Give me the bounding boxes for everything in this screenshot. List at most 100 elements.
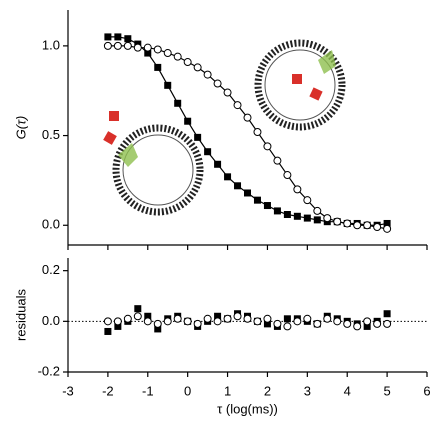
square-point: [383, 310, 391, 318]
circle-point: [153, 319, 162, 328]
square-point: [253, 196, 261, 204]
square-point: [283, 211, 291, 219]
fit-line: [107, 45, 388, 230]
x-tick-label: -3: [62, 383, 74, 398]
circle-point: [243, 113, 252, 122]
circle-point: [363, 317, 372, 326]
square-point: [134, 305, 142, 313]
circle-point: [133, 312, 142, 321]
circle-point: [333, 317, 342, 326]
square-point: [293, 212, 301, 220]
y-axis-label: G(τ): [13, 116, 28, 140]
square-point: [144, 312, 152, 320]
y-tick-label: 0.5: [42, 127, 60, 142]
square-point: [244, 189, 251, 197]
circle-point: [233, 312, 242, 321]
molecule: [109, 111, 119, 121]
square-point: [313, 216, 321, 224]
square-point: [303, 214, 311, 222]
square-point: [114, 33, 122, 41]
circle-point: [163, 317, 172, 326]
square-point: [164, 81, 172, 89]
square-point: [114, 322, 122, 330]
circle-point: [153, 45, 162, 54]
square-point: [363, 322, 371, 330]
circle-point: [173, 52, 182, 61]
circle-point: [273, 156, 282, 165]
circle-point: [213, 79, 222, 88]
circle-point: [103, 41, 112, 50]
circle-point: [293, 185, 302, 194]
circle-point: [313, 319, 322, 328]
y-tick-label: -0.2: [38, 363, 60, 378]
square-point: [204, 148, 212, 156]
circle-point: [333, 217, 342, 226]
circle-point: [303, 196, 312, 205]
circle-point: [143, 317, 152, 326]
y-tick-label: 1.0: [42, 37, 60, 52]
vesicle-inner: [122, 134, 194, 206]
decoration: [103, 39, 346, 216]
molecule: [103, 131, 117, 145]
y-tick-label: 0.0: [42, 313, 60, 328]
circle-point: [123, 41, 132, 50]
square-point: [194, 133, 202, 141]
protein: [118, 143, 138, 167]
square-point: [234, 182, 242, 190]
circle-point: [303, 314, 312, 323]
circle-point: [183, 317, 192, 326]
circle-point: [293, 317, 302, 326]
circle-point: [203, 314, 212, 323]
x-tick-label: -1: [142, 383, 154, 398]
circle-point: [353, 322, 362, 331]
circle-point: [143, 43, 152, 52]
square-point: [214, 312, 222, 320]
circle-point: [363, 221, 372, 230]
y-tick-label: 0.0: [42, 217, 60, 232]
circle-point: [323, 314, 332, 323]
x-tick-label: 6: [423, 383, 430, 398]
square-point: [263, 320, 271, 328]
molecule: [309, 87, 323, 101]
square-point: [124, 35, 132, 43]
circle-point: [313, 206, 322, 215]
circle-point: [383, 319, 392, 328]
circle-point: [263, 314, 272, 323]
circle-point: [223, 88, 232, 97]
circle-point: [213, 317, 222, 326]
x-tick-label: 4: [344, 383, 351, 398]
circle-point: [103, 317, 112, 326]
square-point: [224, 173, 232, 181]
circle-point: [343, 219, 352, 228]
x-tick-label: 0: [184, 383, 191, 398]
vesicle: [112, 124, 204, 216]
square-point: [273, 207, 281, 215]
x-tick-label: 2: [264, 383, 271, 398]
circle-point: [203, 70, 212, 79]
circle-point: [243, 314, 252, 323]
circle-point: [353, 221, 362, 230]
circle-point: [283, 171, 292, 180]
circle-point: [123, 314, 132, 323]
square-point: [104, 327, 112, 335]
vesicle-inner: [264, 49, 336, 121]
square-point: [383, 219, 391, 227]
circle-point: [263, 142, 272, 151]
circle-point: [163, 49, 172, 58]
x-tick-label: 5: [383, 383, 390, 398]
x-tick-label: -2: [102, 383, 114, 398]
square-point: [144, 49, 152, 57]
circle-point: [113, 317, 122, 326]
square-point: [154, 325, 162, 333]
x-tick-label: 3: [304, 383, 311, 398]
circle-point: [253, 317, 262, 326]
circle-point: [223, 314, 232, 323]
circle-point: [283, 322, 292, 331]
vesicle: [254, 39, 346, 131]
square-point: [184, 117, 192, 125]
square-point: [104, 33, 112, 41]
circle-point: [253, 127, 262, 136]
square-point: [154, 63, 162, 71]
circle-point: [273, 319, 282, 328]
